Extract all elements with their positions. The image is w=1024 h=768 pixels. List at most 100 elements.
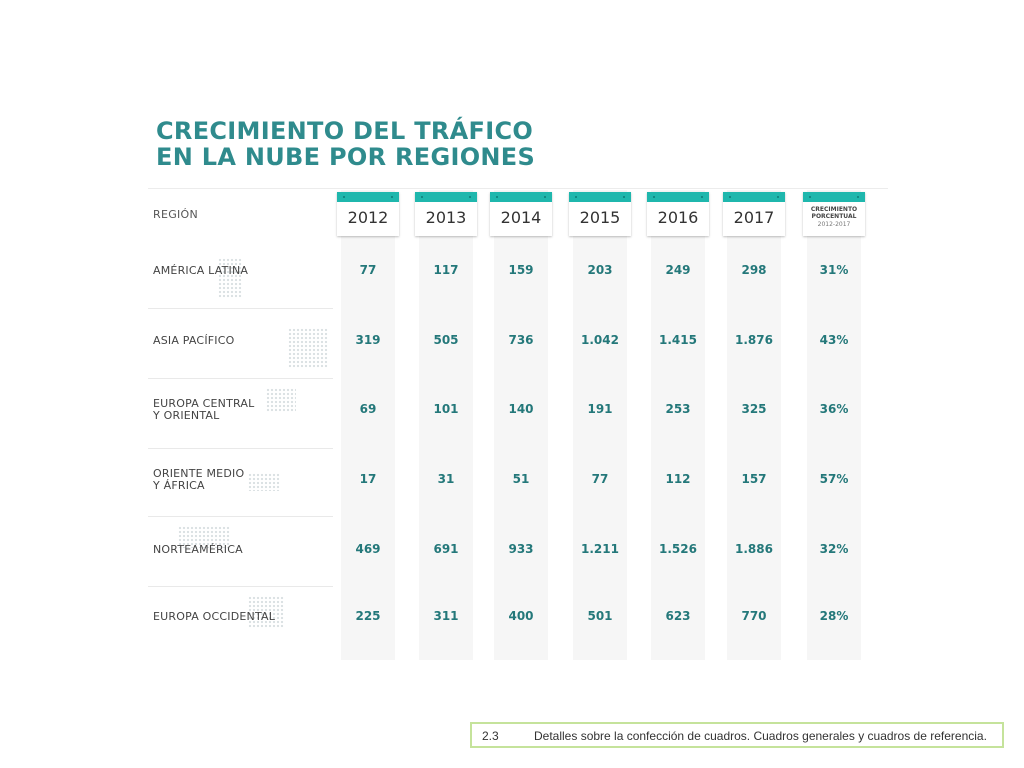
value-cell: 400 (508, 609, 534, 623)
year-header-tab (337, 192, 399, 202)
value-cell: 1.042 (581, 333, 619, 347)
value-cell: 117 (433, 263, 459, 277)
header-divider (148, 188, 888, 189)
region-label: NORTEAMÉRICA (153, 544, 243, 556)
value-cell: 325 (741, 402, 767, 416)
region-label-line: ASIA PACÍFICO (153, 334, 235, 347)
chart-title-line-2: EN LA NUBE POR REGIONES (156, 143, 536, 171)
year-header-2017: 2017 (723, 192, 785, 236)
value-cell: 770 (741, 609, 767, 623)
column-background (727, 190, 781, 660)
tab-dot (575, 196, 577, 198)
year-header-2015: 2015 (569, 192, 631, 236)
tab-dot (809, 196, 811, 198)
value-cell: 1.526 (659, 542, 697, 556)
year-header-tab (569, 192, 631, 202)
tab-dot (496, 196, 498, 198)
column-background (573, 190, 627, 660)
year-label: 2013 (425, 208, 467, 227)
growth-cell: 57% (819, 472, 849, 486)
value-cell: 191 (587, 402, 613, 416)
region-map-icon (218, 258, 242, 298)
region-label: EUROPA CENTRAL Y ORIENTAL (153, 398, 254, 422)
region-label: EUROPA OCCIDENTAL (153, 611, 275, 623)
year-label: 2016 (657, 208, 699, 227)
row-divider (148, 308, 333, 309)
value-cell: 203 (587, 263, 613, 277)
tab-dot (653, 196, 655, 198)
year-label: 2015 (579, 208, 621, 227)
year-label: 2017 (733, 208, 775, 227)
value-cell: 1.876 (735, 333, 773, 347)
value-cell: 225 (355, 609, 381, 623)
value-cell: 77 (359, 263, 377, 277)
year-header-2016: 2016 (647, 192, 709, 236)
value-cell: 140 (508, 402, 534, 416)
tab-dot (544, 196, 546, 198)
value-cell: 77 (591, 472, 609, 486)
value-cell: 1.415 (659, 333, 697, 347)
region-column-header: REGIÓN (153, 208, 199, 221)
value-cell: 1.886 (735, 542, 773, 556)
row-divider (148, 516, 333, 517)
value-cell: 298 (741, 263, 767, 277)
value-cell: 69 (359, 402, 377, 416)
tab-dot (421, 196, 423, 198)
caption-box: 2.3 Detalles sobre la confección de cuad… (470, 722, 1004, 748)
value-cell: 623 (665, 609, 691, 623)
value-cell: 311 (433, 609, 459, 623)
region-label: AMÉRICA LATINA (153, 265, 248, 277)
tab-dot (701, 196, 703, 198)
growth-cell: 36% (819, 402, 849, 416)
column-background (494, 190, 548, 660)
value-cell: 319 (355, 333, 381, 347)
tab-dot (623, 196, 625, 198)
region-label-line: EUROPA OCCIDENTAL (153, 610, 276, 623)
growth-header-line: PORCENTUAL (811, 213, 857, 220)
tab-dot (729, 196, 731, 198)
chart-title-line-1: CRECIMIENTO DEL TRÁFICO (156, 117, 534, 145)
row-divider (148, 586, 333, 587)
tab-dot (469, 196, 471, 198)
region-map-icon (248, 596, 284, 628)
value-cell: 112 (665, 472, 691, 486)
region-label: ORIENTE MEDIO Y ÁFRICA (153, 468, 244, 492)
value-cell: 249 (665, 263, 691, 277)
region-label-line: EUROPA CENTRAL (153, 397, 255, 410)
value-cell: 933 (508, 542, 534, 556)
region-label-line: AMÉRICA LATINA (153, 264, 249, 277)
growth-cell: 32% (819, 542, 849, 556)
region-label-line: Y ÁFRICA (153, 479, 205, 492)
year-header-tab (647, 192, 709, 202)
cloud-traffic-infographic: CRECIMIENTO DEL TRÁFICO EN LA NUBE POR R… (148, 108, 888, 660)
year-header-tab (723, 192, 785, 202)
year-header-2012: 2012 (337, 192, 399, 236)
value-cell: 505 (433, 333, 459, 347)
tab-dot (391, 196, 393, 198)
region-label: ASIA PACÍFICO (153, 335, 234, 347)
value-cell: 501 (587, 609, 613, 623)
growth-header-label: CRECIMIENTO PORCENTUAL (803, 206, 865, 220)
value-cell: 31 (437, 472, 455, 486)
year-label: 2012 (347, 208, 389, 227)
growth-header-range: 2012-2017 (817, 221, 851, 228)
row-divider (148, 448, 333, 449)
chart-title: CRECIMIENTO DEL TRÁFICO EN LA NUBE POR R… (156, 118, 535, 170)
year-header-tab (415, 192, 477, 202)
year-header-tab (490, 192, 552, 202)
year-header-2013: 2013 (415, 192, 477, 236)
value-cell: 101 (433, 402, 459, 416)
column-background (419, 190, 473, 660)
region-label-line: NORTEAMÉRICA (153, 543, 243, 556)
region-map-icon (248, 473, 280, 491)
value-cell: 469 (355, 542, 381, 556)
column-background (341, 190, 395, 660)
tab-dot (777, 196, 779, 198)
growth-header-line: CRECIMIENTO (810, 206, 858, 213)
region-map-icon (266, 388, 296, 412)
tab-dot (343, 196, 345, 198)
growth-header: CRECIMIENTO PORCENTUAL 2012-2017 (803, 192, 865, 236)
value-cell: 17 (359, 472, 377, 486)
value-cell: 159 (508, 263, 534, 277)
